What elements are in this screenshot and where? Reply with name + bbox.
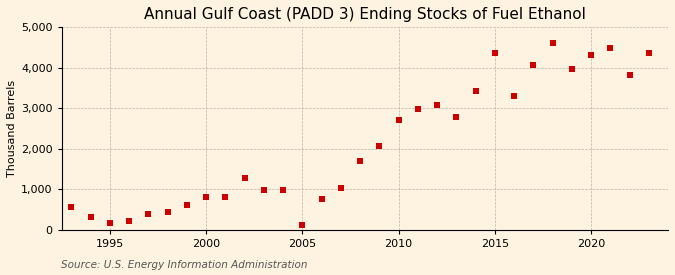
- Point: [85, 215, 96, 219]
- Text: Source: U.S. Energy Information Administration: Source: U.S. Energy Information Administ…: [61, 260, 307, 270]
- Point: [124, 219, 134, 223]
- Point: [220, 194, 231, 199]
- Point: [66, 205, 77, 209]
- Point: [509, 94, 520, 98]
- Point: [239, 176, 250, 180]
- Point: [200, 195, 211, 200]
- Point: [374, 144, 385, 148]
- Point: [297, 222, 308, 227]
- Point: [354, 159, 365, 163]
- Point: [566, 67, 577, 72]
- Point: [643, 51, 654, 55]
- Point: [316, 197, 327, 201]
- Point: [143, 212, 154, 216]
- Point: [105, 221, 115, 226]
- Point: [412, 106, 423, 111]
- Point: [394, 117, 404, 122]
- Point: [528, 63, 539, 68]
- Point: [182, 202, 192, 207]
- Point: [489, 51, 500, 55]
- Point: [451, 115, 462, 119]
- Point: [586, 53, 597, 57]
- Point: [432, 102, 443, 107]
- Y-axis label: Thousand Barrels: Thousand Barrels: [7, 80, 17, 177]
- Point: [277, 188, 288, 192]
- Point: [335, 186, 346, 191]
- Title: Annual Gulf Coast (PADD 3) Ending Stocks of Fuel Ethanol: Annual Gulf Coast (PADD 3) Ending Stocks…: [144, 7, 586, 22]
- Point: [547, 40, 558, 45]
- Point: [470, 89, 481, 94]
- Point: [605, 46, 616, 50]
- Point: [624, 73, 635, 77]
- Point: [259, 188, 269, 192]
- Point: [162, 210, 173, 214]
